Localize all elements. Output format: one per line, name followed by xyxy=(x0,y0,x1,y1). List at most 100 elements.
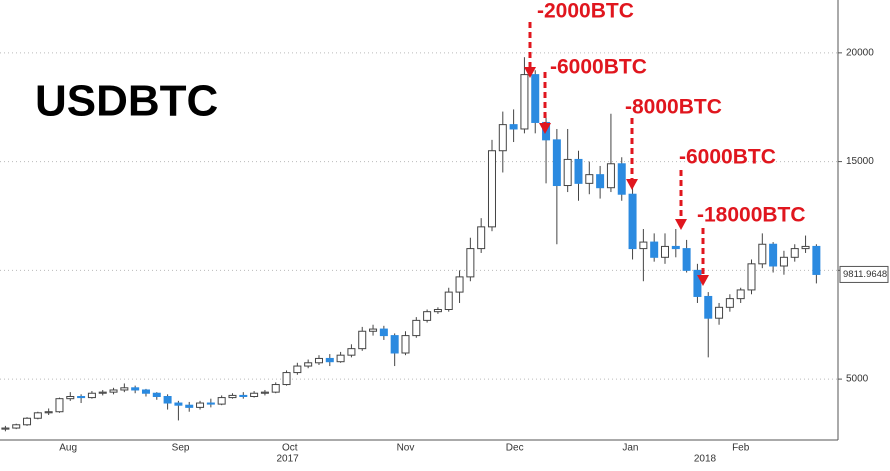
candle-body xyxy=(466,248,475,278)
candle-body xyxy=(423,311,432,321)
candle-body xyxy=(379,328,388,337)
x-tick-label: Nov xyxy=(397,443,415,454)
candle-body xyxy=(477,226,486,250)
candle xyxy=(98,389,107,396)
candle xyxy=(141,388,150,397)
candle-body xyxy=(12,424,21,429)
candle xyxy=(12,423,21,430)
candle xyxy=(477,218,486,253)
y-tick-label: 20000 xyxy=(846,47,874,58)
candle xyxy=(487,139,496,232)
candle xyxy=(293,362,302,375)
candle-body xyxy=(196,402,205,408)
x-tick-label: Oct xyxy=(282,443,298,454)
candle-body xyxy=(55,398,64,413)
candle xyxy=(77,394,86,404)
candle xyxy=(444,287,453,312)
candle-body xyxy=(671,245,680,250)
candle xyxy=(736,287,745,303)
x-tick-label: Jan xyxy=(622,443,638,454)
candle-body xyxy=(596,174,605,189)
candle-body xyxy=(293,365,302,374)
candle-body xyxy=(401,335,410,354)
candle xyxy=(790,244,799,262)
candle xyxy=(812,244,821,284)
candle xyxy=(563,128,572,193)
y-tick-label: 15000 xyxy=(846,156,874,167)
candle-body xyxy=(87,392,96,399)
candle xyxy=(217,395,226,406)
candle xyxy=(779,250,788,275)
candle xyxy=(314,355,323,365)
candle-body xyxy=(693,269,702,297)
candle xyxy=(152,392,161,400)
candle-body xyxy=(109,389,118,393)
candle-body xyxy=(250,392,259,398)
x-tick-label: Feb xyxy=(732,443,750,454)
x-tick-label: Sep xyxy=(172,443,190,454)
candle-body xyxy=(801,245,810,250)
candle xyxy=(498,111,507,173)
candle-body xyxy=(563,158,572,187)
candle xyxy=(455,270,464,303)
candle-body xyxy=(617,163,626,195)
candle xyxy=(55,397,64,413)
candle xyxy=(358,326,367,351)
candle xyxy=(228,393,237,399)
candle xyxy=(715,302,724,325)
candle xyxy=(304,359,313,369)
candle xyxy=(509,109,518,143)
annotation-label: -6000BTC xyxy=(550,56,647,79)
candle-body xyxy=(433,309,442,313)
candle-body xyxy=(390,335,399,354)
candle xyxy=(131,385,140,394)
candle-body xyxy=(120,387,129,391)
annotation-label: -8000BTC xyxy=(625,96,722,119)
candle-body xyxy=(487,150,496,228)
candle-body xyxy=(704,295,713,319)
candle xyxy=(423,309,432,323)
candle-body xyxy=(358,330,367,350)
candle-body xyxy=(747,263,756,291)
candle-body xyxy=(790,248,799,258)
chart-title: USDBTC xyxy=(35,77,218,126)
candle-body xyxy=(509,124,518,130)
annotation-label: -6000BTC xyxy=(679,146,776,169)
candle xyxy=(704,292,713,358)
candle xyxy=(660,233,669,264)
candle-body xyxy=(444,291,453,311)
candle xyxy=(671,229,680,258)
candle-body xyxy=(812,245,821,275)
candle xyxy=(379,325,388,340)
candle xyxy=(617,157,626,201)
candle xyxy=(1,425,10,432)
annotation-arrowhead xyxy=(697,275,709,286)
last-price-box xyxy=(839,265,889,283)
candle xyxy=(390,333,399,367)
candle xyxy=(433,307,442,314)
candle xyxy=(758,233,767,269)
candle-body xyxy=(520,74,529,130)
candle xyxy=(531,70,540,134)
candle xyxy=(185,401,194,412)
candle xyxy=(196,400,205,410)
candle-body xyxy=(271,384,280,393)
candle xyxy=(639,229,648,282)
candle-body xyxy=(131,387,140,391)
candle xyxy=(725,294,734,312)
candle-body xyxy=(736,289,745,300)
candle-body xyxy=(531,74,540,123)
candle-body xyxy=(33,412,42,419)
y-tick-label: 5000 xyxy=(846,374,869,385)
candle xyxy=(325,354,334,367)
candle xyxy=(66,392,75,401)
candle-body xyxy=(606,163,615,189)
candle xyxy=(801,235,810,253)
candle xyxy=(260,389,269,396)
candle xyxy=(466,237,475,282)
candle xyxy=(747,259,756,295)
candle-body xyxy=(769,243,778,267)
candle xyxy=(109,387,118,395)
candle-body xyxy=(412,319,421,337)
